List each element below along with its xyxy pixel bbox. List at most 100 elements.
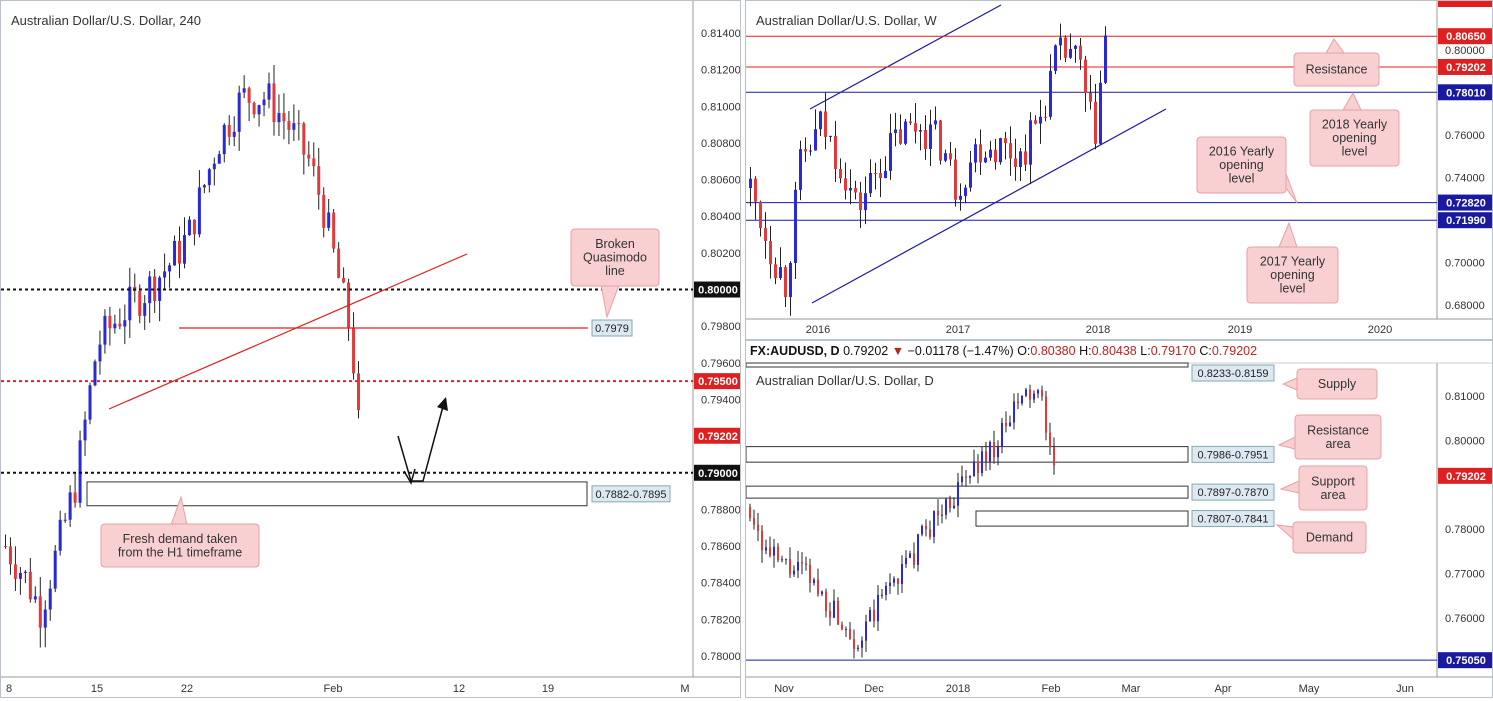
price-change: −0.01178 (−1.47%) xyxy=(907,344,1014,358)
weekly-y-tick-label: 0.74000 xyxy=(1445,173,1485,185)
weekly-chart-title: Australian Dollar/U.S. Dollar, W xyxy=(756,13,937,28)
daily-callout-demand[interactable]: Demand xyxy=(1275,521,1367,554)
daily-callout-resistance-area-tail xyxy=(1277,436,1296,450)
weekly-candle-body xyxy=(1054,45,1057,71)
h4-zone-label: 0.7882-0.7895 xyxy=(596,489,667,501)
h4-x-tick-label: M xyxy=(680,683,689,695)
weekly-candle-body xyxy=(959,195,962,200)
daily-chart-canvas[interactable]: 0.81000 0.80000 0.78000 0.77000 0.76000 Nov De… xyxy=(746,341,1493,698)
daily-candle-body xyxy=(929,529,931,537)
weekly-candle-body xyxy=(789,263,792,298)
weekly-callout-2016-box xyxy=(1196,136,1287,194)
h4-y-tick-label: 0.80400 xyxy=(701,211,741,223)
daily-candle-body xyxy=(1049,432,1051,448)
daily-candle-body xyxy=(757,524,759,531)
h4-x-tick-label: 12 xyxy=(453,683,465,695)
h4-projection-arrow xyxy=(397,398,446,482)
h4-candle-body xyxy=(302,123,306,155)
daily-candle-body xyxy=(1009,422,1011,427)
daily-candle-body xyxy=(773,546,775,556)
h4-candle-body xyxy=(327,212,331,228)
h4-candle-body xyxy=(197,187,201,235)
h4-candle-body xyxy=(13,564,17,579)
h4-chart-canvas[interactable]: 0.81400 0.81200 0.81000 0.80800 0.80600 0.804… xyxy=(1,1,741,698)
daily-candle-body xyxy=(909,553,911,558)
weekly-chart-canvas[interactable]: 0.80000 0.76000 0.74000 0.70000 0.68000 2016 2… xyxy=(746,1,1493,340)
weekly-candle-body xyxy=(914,123,917,132)
h4-candle-body xyxy=(78,440,82,503)
h4-x-tick-label: 15 xyxy=(91,683,103,695)
weekly-level-tag-bg xyxy=(1438,84,1492,101)
weekly-candle-body xyxy=(859,192,862,211)
h4-candle-body xyxy=(168,265,172,272)
h4-candle-body xyxy=(53,550,57,589)
h4-y-tick-label: 0.80200 xyxy=(701,248,741,260)
weekly-callout-resistance-box xyxy=(1293,52,1380,87)
weekly-candle-body xyxy=(1049,70,1052,117)
daily-zone-label: 0.7986-0.7951 xyxy=(1198,449,1269,461)
daily-candle-body xyxy=(1017,401,1019,404)
h4-candle-body xyxy=(207,169,211,186)
h4-callout-quasimodo-text: line xyxy=(605,264,625,278)
h4-candle-body xyxy=(138,290,142,316)
daily-candle-body xyxy=(889,582,891,586)
weekly-callout-2018-text: level xyxy=(1342,145,1368,159)
weekly-candle-body xyxy=(1039,116,1042,124)
weekly-candle-body xyxy=(884,170,887,179)
weekly-candle-body xyxy=(1024,151,1027,165)
daily-candle-body xyxy=(877,594,879,622)
daily-callout-supply-text: Supply xyxy=(1318,377,1357,391)
close-label: C: xyxy=(1199,344,1212,358)
h4-candle-body xyxy=(222,124,226,155)
h4-candle-body xyxy=(267,83,271,100)
daily-candle-body xyxy=(973,461,975,477)
daily-candle-body xyxy=(837,600,839,625)
daily-level-tag: 0.79202 xyxy=(1446,471,1486,483)
h4-y-tick-label: 0.78600 xyxy=(701,541,741,553)
h4-y-tick-label: 0.79800 xyxy=(701,321,741,333)
weekly-x-tick-label: 2017 xyxy=(946,324,970,336)
daily-y-tick-label: 0.78000 xyxy=(1445,524,1485,536)
weekly-candle-body xyxy=(864,193,867,211)
open-label: O: xyxy=(1017,344,1031,358)
weekly-chart-panel[interactable]: 0.80000 0.76000 0.74000 0.70000 0.68000 2016 2… xyxy=(745,0,1493,340)
h4-candle-body xyxy=(38,596,42,628)
daily-callout-demand-box xyxy=(1292,521,1367,554)
h4-candle-body xyxy=(282,113,286,122)
h4-candle-body xyxy=(63,519,67,521)
weekly-candle-body xyxy=(989,149,992,158)
h4-chart-panel[interactable]: 0.81400 0.81200 0.81000 0.80800 0.80600 0.804… xyxy=(0,0,741,698)
weekly-channel-top xyxy=(809,4,1002,110)
daily-zone-label-bg xyxy=(1191,364,1275,382)
daily-candle-body xyxy=(853,639,855,649)
h4-level-tag: 0.79202 xyxy=(698,431,738,443)
weekly-level-tag-bg xyxy=(1438,212,1492,229)
daily-chart-panel[interactable]: 0.81000 0.80000 0.78000 0.77000 0.76000 Nov De… xyxy=(745,340,1493,698)
daily-candle-body xyxy=(1053,447,1055,466)
h4-candle-body xyxy=(108,315,112,329)
daily-callout-supply[interactable]: Supply xyxy=(1281,368,1378,400)
daily-x-tick-label: Jun xyxy=(1396,683,1414,695)
weekly-level-tag-bg xyxy=(1438,28,1492,45)
weekly-callout-2017-tail xyxy=(1278,221,1298,248)
weekly-y-tick-label: 0.80000 xyxy=(1445,45,1485,57)
weekly-callout-resistance[interactable]: Resistance xyxy=(1293,38,1380,87)
h4-candle-body xyxy=(182,235,186,264)
h4-y-tick-label: 0.81400 xyxy=(701,28,741,40)
h4-x-tick-label: 8 xyxy=(6,683,12,695)
daily-candle-body xyxy=(913,553,915,565)
weekly-candle-body xyxy=(879,173,882,179)
h4-candle-body xyxy=(178,240,182,264)
daily-y-tick-label: 0.80000 xyxy=(1445,435,1485,447)
daily-candle-body xyxy=(957,482,959,506)
h4-candle-body xyxy=(93,361,97,386)
daily-candle-body xyxy=(805,563,807,565)
daily-candle-body xyxy=(1045,396,1047,433)
